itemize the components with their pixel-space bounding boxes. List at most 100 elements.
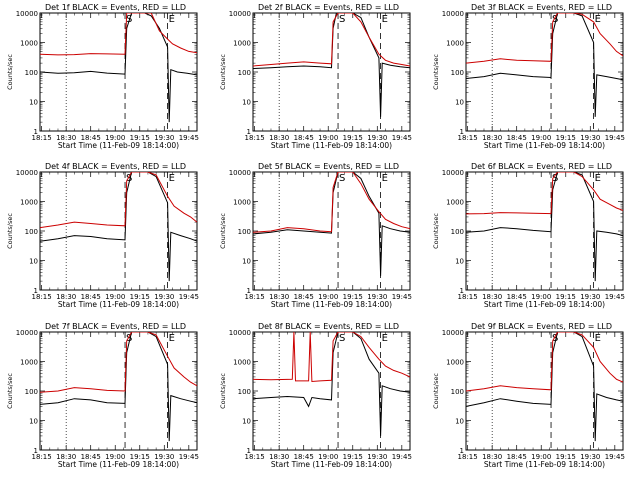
x-tick-label: 19:15	[556, 293, 576, 301]
y-tick-label: 10000	[229, 169, 251, 177]
x-tick-label: 19:30	[367, 453, 387, 461]
x-tick-label: 18:30	[56, 134, 76, 142]
x-tick-label: 19:15	[343, 453, 363, 461]
marker-label-end: E	[595, 173, 601, 184]
marker-label-end: E	[169, 14, 175, 25]
series-line-events	[253, 332, 410, 436]
x-tick-label: 18:15	[458, 453, 478, 461]
x-tick-label: 19:45	[179, 453, 199, 461]
x-axis-label: Start Time (11-Feb-09 18:14:00)	[484, 300, 605, 309]
y-tick-label: 10	[242, 258, 251, 266]
x-tick-label: 19:00	[318, 293, 338, 301]
marker-label-end: E	[169, 173, 175, 184]
plot-frame	[465, 331, 624, 451]
x-axis-label: Start Time (11-Feb-09 18:14:00)	[58, 460, 179, 469]
y-tick-label: 10000	[442, 10, 464, 18]
panel-title: Det 4f BLACK = Events, RED = LLD	[45, 162, 186, 171]
y-axis-label: Counts/sec	[432, 54, 440, 90]
x-axis-label: Start Time (11-Feb-09 18:14:00)	[484, 141, 605, 150]
x-tick-label: 19:30	[580, 293, 600, 301]
y-axis-label: Counts/sec	[6, 213, 14, 249]
x-tick-label: 18:30	[269, 453, 289, 461]
panel-title: Det 8f BLACK = Events, RED = LLD	[258, 322, 399, 331]
x-tick-label: 19:45	[392, 293, 412, 301]
y-tick-label: 10	[455, 418, 464, 426]
y-tick-label: 10000	[16, 329, 38, 337]
panel-title: Det 6f BLACK = Events, RED = LLD	[471, 162, 612, 171]
y-axis-label: Counts/sec	[219, 213, 227, 249]
x-tick-label: 18:45	[294, 453, 314, 461]
y-tick-label: 10000	[442, 169, 464, 177]
series-line-events	[40, 332, 197, 442]
x-tick-label: 19:30	[367, 134, 387, 142]
detector-panel-4: Det 4f BLACK = Events, RED = LLD S E 1 10 100…	[6, 162, 199, 309]
y-tick-label: 1	[34, 447, 38, 455]
x-tick-label: 18:45	[81, 293, 101, 301]
x-tick-label: 19:45	[605, 293, 625, 301]
panel-title: Det 1f BLACK = Events, RED = LLD	[45, 3, 186, 12]
panel-title: Det 7f BLACK = Events, RED = LLD	[45, 322, 186, 331]
x-tick-label: 19:00	[105, 293, 125, 301]
x-tick-label: 18:15	[32, 453, 52, 461]
x-tick-label: 18:15	[245, 134, 265, 142]
y-tick-label: 10	[29, 418, 38, 426]
x-tick-label: 19:45	[605, 453, 625, 461]
marker-label-end: E	[382, 333, 388, 344]
x-tick-label: 18:30	[482, 453, 502, 461]
series-line-events	[466, 172, 623, 282]
y-tick-label: 10000	[229, 329, 251, 337]
y-tick-label: 1000	[20, 40, 38, 48]
panel-title: Det 3f BLACK = Events, RED = LLD	[471, 3, 612, 12]
y-tick-label: 10	[29, 258, 38, 266]
x-tick-label: 19:00	[318, 134, 338, 142]
series-line-events	[466, 13, 623, 117]
x-tick-label: 19:45	[179, 293, 199, 301]
detector-panel-7: Det 7f BLACK = Events, RED = LLD S E 1 10 100…	[6, 322, 199, 469]
x-axis-label: Start Time (11-Feb-09 18:14:00)	[271, 460, 392, 469]
y-tick-label: 1000	[446, 199, 464, 207]
marker-label-start: S	[126, 333, 132, 344]
panel-title: Det 5f BLACK = Events, RED = LLD	[258, 162, 399, 171]
x-tick-label: 19:00	[318, 453, 338, 461]
x-tick-label: 19:15	[556, 134, 576, 142]
y-tick-label: 100	[238, 69, 251, 77]
y-axis-label: Counts/sec	[432, 373, 440, 409]
y-tick-label: 10000	[16, 169, 38, 177]
x-tick-label: 18:15	[245, 293, 265, 301]
x-tick-label: 19:00	[105, 134, 125, 142]
y-tick-label: 100	[238, 228, 251, 236]
series-line-lld	[466, 13, 623, 64]
y-tick-label: 100	[451, 388, 464, 396]
y-tick-label: 1000	[446, 359, 464, 367]
plot-frame	[39, 12, 198, 132]
y-tick-label: 100	[25, 228, 38, 236]
y-tick-label: 1	[34, 128, 38, 136]
y-axis-label: Counts/sec	[6, 373, 14, 409]
y-tick-label: 1000	[20, 199, 38, 207]
x-tick-label: 19:45	[392, 134, 412, 142]
y-tick-label: 1	[460, 287, 464, 295]
marker-label-end: E	[595, 333, 601, 344]
marker-label-end: E	[595, 14, 601, 25]
x-tick-label: 18:45	[81, 134, 101, 142]
plot-frame	[39, 171, 198, 291]
y-tick-label: 10	[29, 99, 38, 107]
series-line-events	[40, 13, 197, 123]
x-tick-label: 19:15	[130, 134, 150, 142]
y-tick-label: 1	[460, 447, 464, 455]
panel-title: Det 2f BLACK = Events, RED = LLD	[258, 3, 399, 12]
x-axis-label: Start Time (11-Feb-09 18:14:00)	[58, 300, 179, 309]
x-tick-label: 19:30	[154, 293, 174, 301]
x-tick-label: 18:30	[56, 293, 76, 301]
y-tick-label: 1000	[233, 199, 251, 207]
y-tick-label: 10	[455, 99, 464, 107]
series-line-events	[253, 13, 410, 117]
x-tick-label: 19:15	[130, 293, 150, 301]
x-tick-label: 18:15	[32, 293, 52, 301]
detector-panel-6: Det 6f BLACK = Events, RED = LLD S E 1 10 100…	[432, 162, 625, 309]
x-tick-label: 18:30	[482, 134, 502, 142]
x-tick-label: 18:45	[507, 134, 527, 142]
x-tick-label: 18:45	[507, 293, 527, 301]
x-tick-label: 19:00	[531, 453, 551, 461]
marker-label-start: S	[339, 173, 345, 184]
